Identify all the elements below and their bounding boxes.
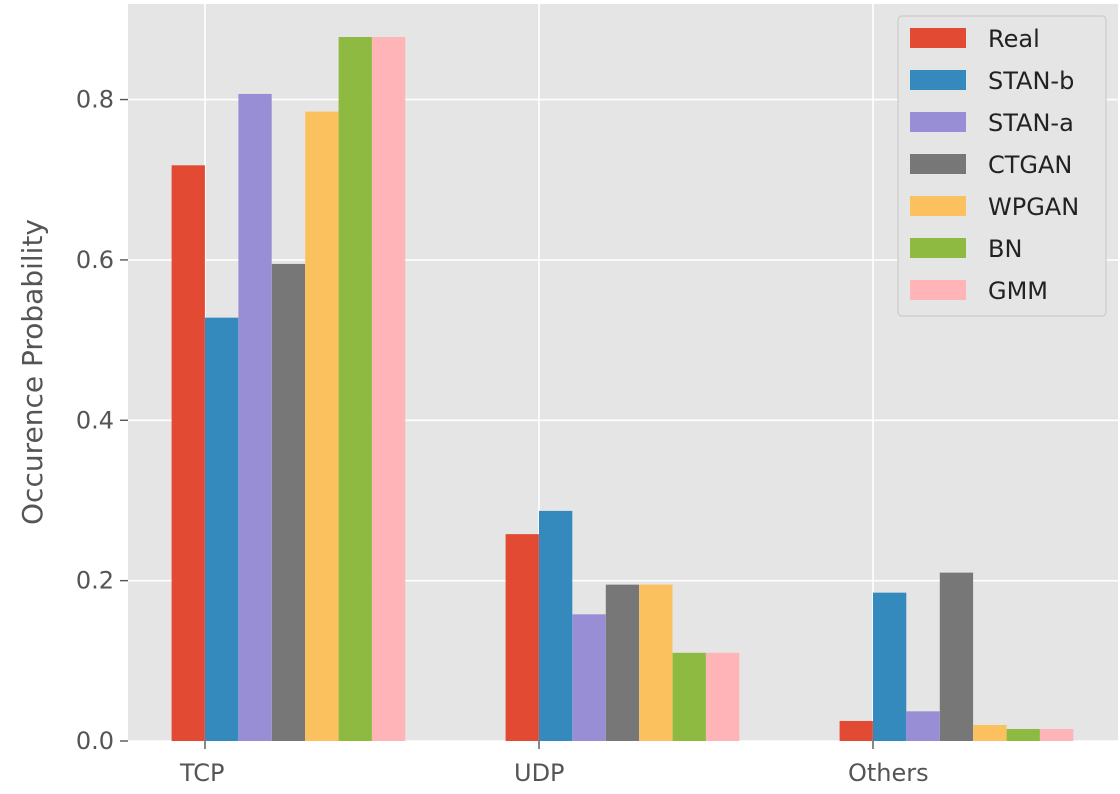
bar-stan-b-others — [873, 592, 907, 741]
bar-gmm-tcp — [372, 37, 406, 742]
y-axis-title: Occurence Probability — [16, 219, 49, 525]
legend-swatch — [910, 28, 966, 48]
y-tick-label: 0.0 — [76, 727, 114, 755]
y-tick-label: 0.2 — [76, 567, 114, 595]
bar-stan-a-others — [906, 711, 940, 741]
y-tick-label: 0.4 — [76, 406, 114, 434]
y-tick-label: 0.6 — [76, 246, 114, 274]
legend-swatch — [910, 112, 966, 132]
bar-bn-udp — [672, 652, 706, 741]
y-axis-ticks: 0.0 0.2 0.4 0.6 0.8 — [76, 86, 128, 755]
bar-gmm-udp — [706, 652, 740, 741]
bar-real-udp — [505, 534, 539, 741]
bar-ctgan-tcp — [271, 263, 306, 741]
bar-bn-tcp — [338, 37, 372, 742]
legend: Real STAN-b STAN-a CTGAN WPGAN BN GMM — [897, 15, 1107, 317]
legend-label: WPGAN — [988, 193, 1079, 221]
legend-swatch — [910, 154, 966, 174]
bar-stan-b-tcp — [205, 317, 239, 741]
x-tick-label: Others — [848, 759, 929, 787]
bar-wpgan-tcp — [305, 111, 339, 742]
bar-real-others — [839, 720, 873, 741]
legend-swatch — [910, 280, 966, 300]
x-tick-label: TCP — [179, 759, 224, 787]
legend-swatch — [910, 238, 966, 258]
bars — [171, 37, 1074, 742]
bar-wpgan-udp — [639, 584, 673, 741]
bar-ctgan-others — [939, 572, 974, 741]
bar-wpgan-others — [973, 724, 1007, 741]
legend-label: STAN-a — [988, 109, 1074, 137]
legend-label: BN — [988, 235, 1022, 263]
bar-bn-others — [1006, 728, 1040, 741]
x-axis-ticks: TCP UDP Others — [179, 741, 929, 787]
bar-real-tcp — [171, 165, 205, 741]
legend-label: STAN-b — [988, 67, 1074, 95]
legend-label: GMM — [988, 277, 1048, 305]
legend-swatch — [910, 70, 966, 90]
bar-stan-b-udp — [539, 510, 573, 741]
y-tick-label: 0.8 — [76, 86, 114, 114]
legend-label: CTGAN — [988, 151, 1072, 179]
bar-stan-a-udp — [572, 614, 606, 741]
legend-swatch — [910, 196, 966, 216]
legend-label: Real — [988, 25, 1040, 53]
bar-stan-a-tcp — [238, 93, 272, 742]
bar-ctgan-udp — [605, 584, 640, 741]
bar-gmm-others — [1040, 728, 1074, 741]
x-tick-label: UDP — [514, 759, 565, 787]
